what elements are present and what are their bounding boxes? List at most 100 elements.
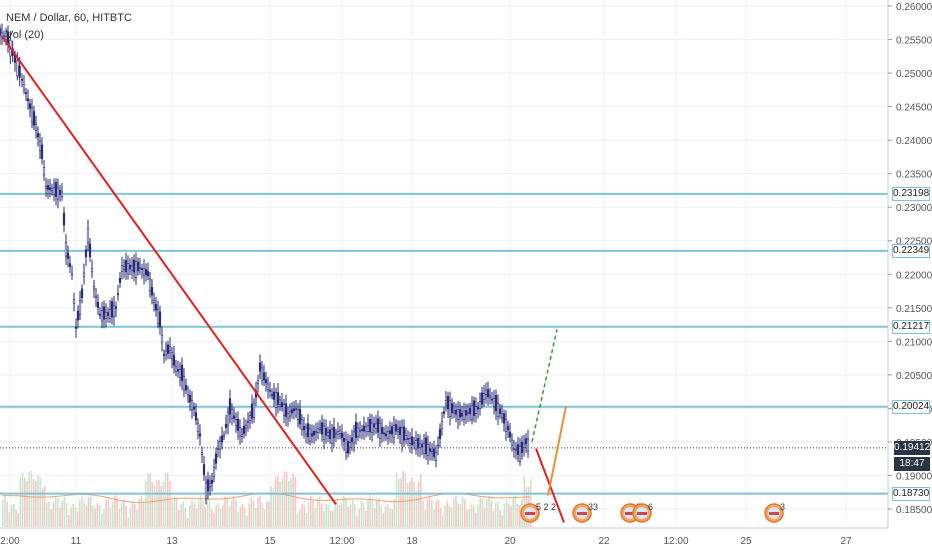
volume-bar (481, 499, 484, 527)
volume-bar (499, 509, 501, 527)
downtrend-line[interactable] (1, 35, 337, 505)
volume-bar (477, 504, 479, 527)
candle-body (32, 111, 36, 126)
candle-body (430, 451, 434, 454)
volume-bar (43, 486, 46, 527)
volume-bar (494, 503, 497, 527)
candle-body (294, 408, 298, 410)
candle-body (122, 266, 126, 270)
candle-body (274, 392, 278, 408)
candle-body (58, 189, 62, 195)
volume-bar (455, 496, 457, 527)
candle-body (72, 299, 76, 304)
candle-body (450, 403, 454, 413)
event-flag-icon[interactable]: 6 (632, 502, 653, 523)
candle-body (178, 369, 182, 378)
volume-bar (259, 495, 261, 527)
candle-body (524, 438, 528, 445)
volume-bar (486, 499, 488, 527)
volume-bar (327, 504, 330, 527)
candle-body (192, 406, 196, 410)
volume-bar (30, 470, 33, 527)
volume-bar (127, 517, 129, 527)
candle-body (344, 439, 348, 453)
volume-bar (120, 502, 123, 527)
candle-body (204, 482, 208, 500)
volume-bar (461, 497, 464, 527)
candle-body (480, 392, 484, 405)
candle-body (160, 335, 164, 343)
level-price-tag: 0.21217 (892, 319, 930, 334)
volume-bar (24, 477, 26, 527)
candle-body (292, 408, 296, 412)
candle-body (74, 326, 78, 329)
recovery-projection-line[interactable] (547, 406, 567, 496)
volume-bar (459, 503, 462, 527)
candle-body (262, 372, 266, 380)
candle-body (230, 409, 234, 419)
volume-bar (512, 496, 514, 527)
volume-indicator-label[interactable]: Vol (20) (6, 29, 44, 41)
candle-body (212, 467, 216, 478)
candle-body (350, 437, 354, 443)
event-flag-icon[interactable]: 3 (764, 502, 785, 523)
candle-body (214, 453, 218, 464)
volume-bar (351, 499, 354, 527)
candle-body (320, 422, 324, 435)
volume-bar (393, 498, 396, 527)
volume-bar (268, 502, 270, 527)
candle-body (390, 426, 394, 435)
event-flag-icon[interactable]: 33 (572, 502, 598, 523)
candle-body (100, 310, 104, 322)
candle-body (516, 444, 520, 455)
candle-body (368, 419, 372, 433)
price-tick-label: 0.24000 (896, 136, 932, 147)
volume-bar (490, 500, 492, 527)
candle-body (258, 362, 262, 372)
volume-bar (510, 506, 512, 527)
volume-bar (149, 473, 151, 527)
volume-bar (404, 472, 407, 527)
volume-bar (160, 485, 162, 527)
candle-body (522, 443, 526, 448)
volume-bar (472, 505, 475, 527)
candle-body (446, 396, 450, 410)
volume-bar (457, 503, 459, 527)
candle-body (306, 423, 310, 438)
bullish-projection-line[interactable] (531, 329, 558, 443)
candle-body (276, 392, 280, 405)
candle-body (324, 427, 328, 436)
volume-bar (87, 496, 90, 527)
price-tick-label: 0.25500 (896, 36, 932, 47)
candle-body (90, 268, 94, 273)
volume-bar (222, 505, 224, 527)
candle-body (290, 409, 294, 414)
volume-bars (1, 470, 532, 527)
candle-body (118, 277, 122, 283)
candle-body (144, 268, 148, 275)
candle-body (432, 448, 436, 457)
candle-body (354, 422, 358, 438)
candle-body (520, 441, 524, 453)
volume-bar (301, 503, 303, 527)
horizontal-levels[interactable] (0, 192, 888, 495)
volume-bar (411, 477, 413, 527)
event-markers[interactable]: 5 2 233363 (520, 502, 785, 523)
candle-body (370, 422, 374, 433)
volume-bar (98, 504, 101, 527)
volume-bar (435, 501, 437, 527)
time-axis[interactable]: 2:00 11 13 15 12:00 18 20 22 12:00 25 27 (0, 536, 852, 547)
volume-bar (17, 513, 19, 527)
candle-body (186, 394, 190, 397)
volume-bar (171, 501, 173, 527)
candle-body (106, 312, 110, 316)
candle-body (510, 439, 514, 446)
price-tick-label: 0.22000 (896, 270, 932, 281)
drawings[interactable] (1, 35, 567, 523)
volume-bar (466, 509, 468, 527)
candle-body (166, 344, 170, 354)
volume-bar (332, 510, 334, 527)
event-flag-icon[interactable]: 5 2 2 (520, 502, 556, 523)
candle-body (498, 408, 502, 414)
